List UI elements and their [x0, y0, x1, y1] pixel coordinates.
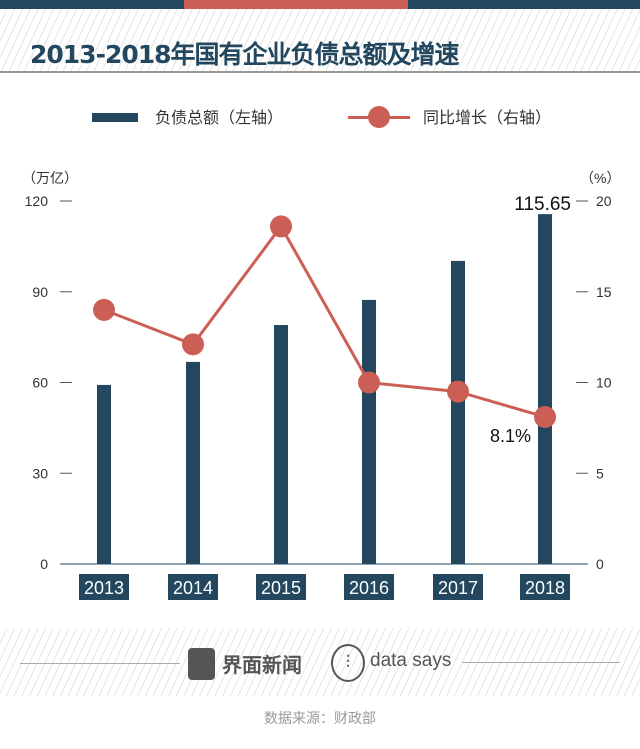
legend-bar-label: 负债总额（左轴）	[155, 108, 284, 127]
growth-point-2013	[93, 298, 115, 321]
x-tick-box	[433, 574, 483, 600]
left-axis-unit: （万亿）	[22, 170, 78, 186]
right-tick-label: 15	[596, 284, 612, 300]
right-tick-label: 0	[596, 556, 604, 572]
legend-bar-swatch	[92, 113, 138, 122]
chart-title: 2013-2018年国有企业负债总额及增速	[30, 40, 460, 69]
x-tick-label: 2016	[349, 578, 389, 598]
growth-point-2017	[447, 380, 469, 403]
x-tick-box	[168, 574, 218, 600]
right-tick-label: 20	[596, 193, 612, 209]
bar-2014	[186, 361, 200, 564]
brand-jiemian: 界面新闻	[222, 653, 302, 677]
right-axis-unit: （%）	[580, 170, 620, 186]
bar-data-label: 115.65	[514, 194, 571, 215]
growth-point-2016	[358, 371, 380, 394]
growth-point-2018	[534, 405, 556, 428]
data-source: 数据来源：财政部	[264, 711, 376, 727]
line-data-label: 8.1%	[490, 426, 531, 446]
bar-2016	[362, 299, 376, 564]
footer-banner: 界面新闻 ⫶ data says	[0, 628, 640, 696]
left-tick-label: 120	[25, 193, 49, 209]
left-tick-label: 0	[40, 556, 48, 572]
brand-datasays: data says	[370, 650, 452, 671]
left-tick-label: 60	[32, 375, 48, 391]
legend-line-marker-icon	[368, 106, 390, 128]
right-tick-label: 10	[596, 375, 612, 391]
title-banner: 2013-2018年国有企业负债总额及增速	[0, 9, 640, 73]
x-tick-label: 2017	[438, 578, 478, 598]
legend-line-label: 同比增长（右轴）	[423, 108, 552, 127]
right-tick-label: 5	[596, 465, 604, 481]
top-color-bar	[0, 0, 640, 9]
x-tick-box	[256, 574, 306, 600]
growth-line	[103, 223, 546, 419]
x-tick-box	[344, 574, 394, 600]
left-tick-label: 90	[32, 284, 48, 300]
growth-point-2015	[270, 215, 292, 238]
datasays-logo-icon: ⫶	[331, 644, 365, 682]
x-tick-label: 2014	[173, 578, 213, 598]
bar-2013	[97, 384, 111, 564]
x-tick-label: 2018	[525, 578, 565, 598]
x-tick-label: 2015	[261, 578, 301, 598]
jiemian-logo-icon	[188, 648, 215, 680]
x-tick-box	[79, 574, 129, 600]
x-tick-box	[520, 574, 570, 600]
bar-2018	[538, 214, 552, 564]
bar-2017	[451, 260, 465, 564]
left-tick-label: 30	[32, 465, 48, 481]
bar-2015	[274, 325, 288, 564]
chart-area: （万亿） （%） 0 30 60 90 120 0 5 10 15 20 2013 2014 2015 2…	[22, 170, 620, 600]
x-tick-label: 2013	[84, 578, 124, 598]
growth-point-2014	[182, 333, 204, 356]
